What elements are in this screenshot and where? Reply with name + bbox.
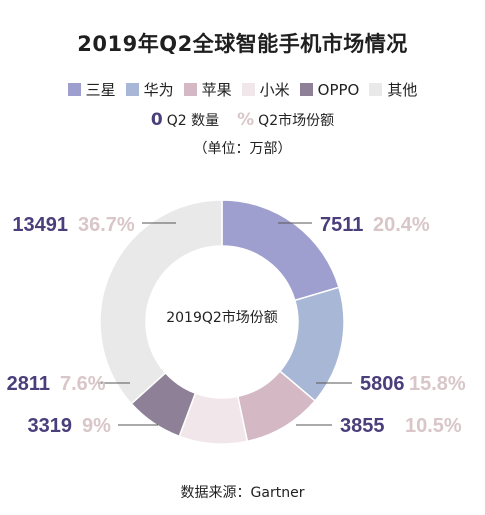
legend-label: 其他 bbox=[387, 81, 418, 99]
slice-percent-label: 10.5% bbox=[405, 415, 462, 437]
legend-swatch bbox=[369, 83, 383, 96]
slice-value-label: 5806 bbox=[360, 373, 405, 395]
legend-item-oppo: OPPO bbox=[299, 79, 360, 100]
unit-note: （单位：万部） bbox=[193, 141, 292, 157]
legend-item-samsung: 三星 bbox=[67, 79, 116, 100]
legend: 三星 华为 苹果 小米 OPPO 其他 bbox=[0, 79, 485, 100]
legend-item-xiaomi: 小米 bbox=[241, 79, 290, 100]
legend-label: 华为 bbox=[143, 81, 174, 99]
legend-item-apple: 苹果 bbox=[183, 79, 232, 100]
slice-value-label: 2811 bbox=[7, 373, 50, 395]
legend-label: 苹果 bbox=[201, 81, 232, 99]
quantity-label: Q2 数量 bbox=[166, 113, 220, 129]
slice-percent-label: 9% bbox=[82, 415, 111, 437]
legend-swatch bbox=[183, 83, 197, 96]
center-label: 2019Q2市场份额 bbox=[166, 309, 278, 326]
quantity-glyph: 0 bbox=[150, 110, 163, 130]
legend-item-others: 其他 bbox=[369, 79, 417, 100]
slice-value-label: 3319 bbox=[28, 415, 73, 437]
legend-swatch bbox=[241, 83, 255, 96]
slice-percent-label: 7.6% bbox=[60, 373, 106, 395]
chart-title: 2019年Q2全球智能手机市场情况 bbox=[77, 32, 408, 56]
slice-percent-label: 20.4% bbox=[373, 214, 430, 236]
slice-value-label: 7511 bbox=[320, 214, 363, 236]
donut-slice-5 bbox=[99, 199, 223, 405]
data-source: 数据来源：Gartner bbox=[180, 485, 305, 501]
legend-label: 三星 bbox=[85, 81, 116, 99]
legend-quantity: 0 Q2 数量 bbox=[151, 110, 219, 130]
slice-percent-label: 36.7% bbox=[78, 214, 135, 236]
slice-percent-label: 15.8% bbox=[409, 373, 466, 395]
legend-label: 小米 bbox=[259, 81, 290, 99]
legend-swatch bbox=[67, 83, 81, 96]
share-glyph: % bbox=[237, 110, 255, 130]
legend-swatch bbox=[299, 83, 313, 96]
slice-value-label: 3855 bbox=[340, 415, 385, 437]
value-type-legend: 0 Q2 数量 % Q2市场份额 bbox=[0, 110, 485, 130]
legend-item-huawei: 华为 bbox=[125, 79, 174, 100]
share-label: Q2市场份额 bbox=[258, 113, 335, 129]
legend-share: % Q2市场份额 bbox=[237, 110, 334, 130]
legend-label: OPPO bbox=[317, 80, 360, 99]
legend-swatch bbox=[125, 83, 139, 96]
slice-value-label: 13491 bbox=[12, 214, 68, 236]
